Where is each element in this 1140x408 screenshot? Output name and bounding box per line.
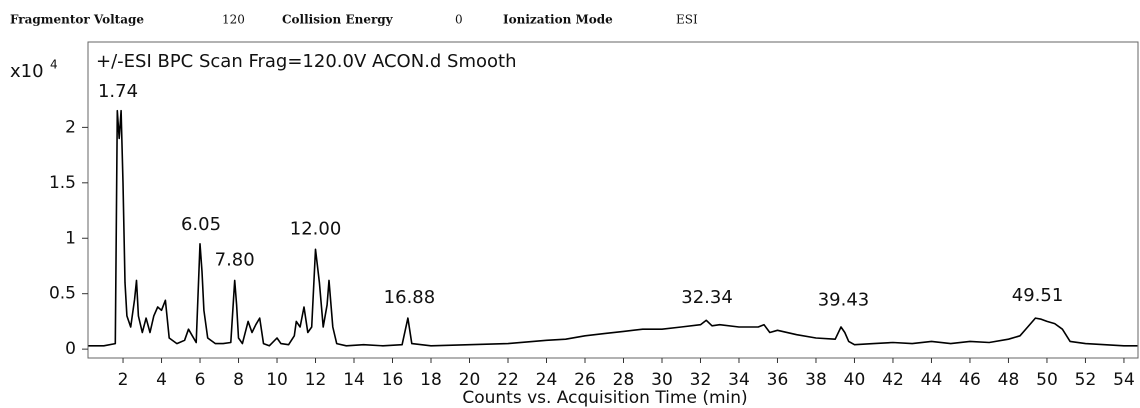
- x-tick-label: 52: [1075, 370, 1097, 390]
- x-tick-label: 32: [690, 370, 712, 390]
- peak-label: 6.05: [181, 214, 221, 235]
- x-tick-label: 50: [1036, 370, 1058, 390]
- x-axis-title: Counts vs. Acquisition Time (min): [462, 388, 747, 408]
- header-label: Collision Energy: [282, 13, 394, 27]
- x-tick-label: 8: [233, 370, 244, 390]
- trace-title: +/-ESI BPC Scan Frag=120.0V ACON.d Smoot…: [96, 51, 517, 72]
- x-tick-label: 26: [574, 370, 596, 390]
- x-tick-label: 28: [613, 370, 635, 390]
- x-tick-label: 44: [921, 370, 943, 390]
- trace: [88, 109, 1138, 347]
- header-value: 120: [222, 13, 245, 27]
- y-tick-label: 1.5: [49, 173, 76, 193]
- x-tick-label: 16: [382, 370, 404, 390]
- peak-label: 16.88: [384, 287, 436, 308]
- peak-label: 49.51: [1012, 285, 1064, 306]
- x-tick-label: 18: [420, 370, 442, 390]
- x-tick-label: 2: [118, 370, 129, 390]
- x-tick-label: 20: [459, 370, 481, 390]
- x-tick-label: 14: [343, 370, 365, 390]
- x-tick-label: 48: [998, 370, 1020, 390]
- y-tick-label: 0: [65, 339, 76, 359]
- header-value: 0: [455, 13, 463, 27]
- header-value: ESI: [676, 13, 698, 27]
- x-tick-label: 38: [805, 370, 827, 390]
- x-tick-label: 40: [844, 370, 866, 390]
- x-tick-label: 22: [497, 370, 519, 390]
- x-tick-label: 4: [156, 370, 167, 390]
- peak-label: 12.00: [290, 218, 342, 239]
- x-tick-label: 30: [651, 370, 673, 390]
- x-tick-label: 12: [305, 370, 327, 390]
- x-tick-label: 46: [959, 370, 981, 390]
- x-tick-label: 24: [536, 370, 558, 390]
- x-tick-label: 34: [728, 370, 750, 390]
- x-tick-label: 36: [767, 370, 789, 390]
- y-multiplier-exponent: 4: [50, 58, 58, 72]
- header-label: Ionization Mode: [503, 13, 613, 27]
- peak-label: 1.74: [98, 81, 138, 102]
- peak-label: 7.80: [215, 249, 255, 270]
- x-tick-label: 42: [882, 370, 904, 390]
- y-multiplier: x10: [10, 61, 44, 82]
- plot-frame: [87, 41, 1139, 359]
- peak-label: 39.43: [818, 289, 870, 310]
- x-tick-label: 54: [1113, 370, 1135, 390]
- y-tick-label: 1: [65, 228, 76, 248]
- peak-label: 32.34: [681, 287, 733, 308]
- x-tick-label: 6: [195, 370, 206, 390]
- x-tick-label: 10: [266, 370, 288, 390]
- y-tick-label: 2: [65, 117, 76, 137]
- header-label: Fragmentor Voltage: [10, 13, 144, 27]
- y-tick-label: 0.5: [49, 284, 76, 304]
